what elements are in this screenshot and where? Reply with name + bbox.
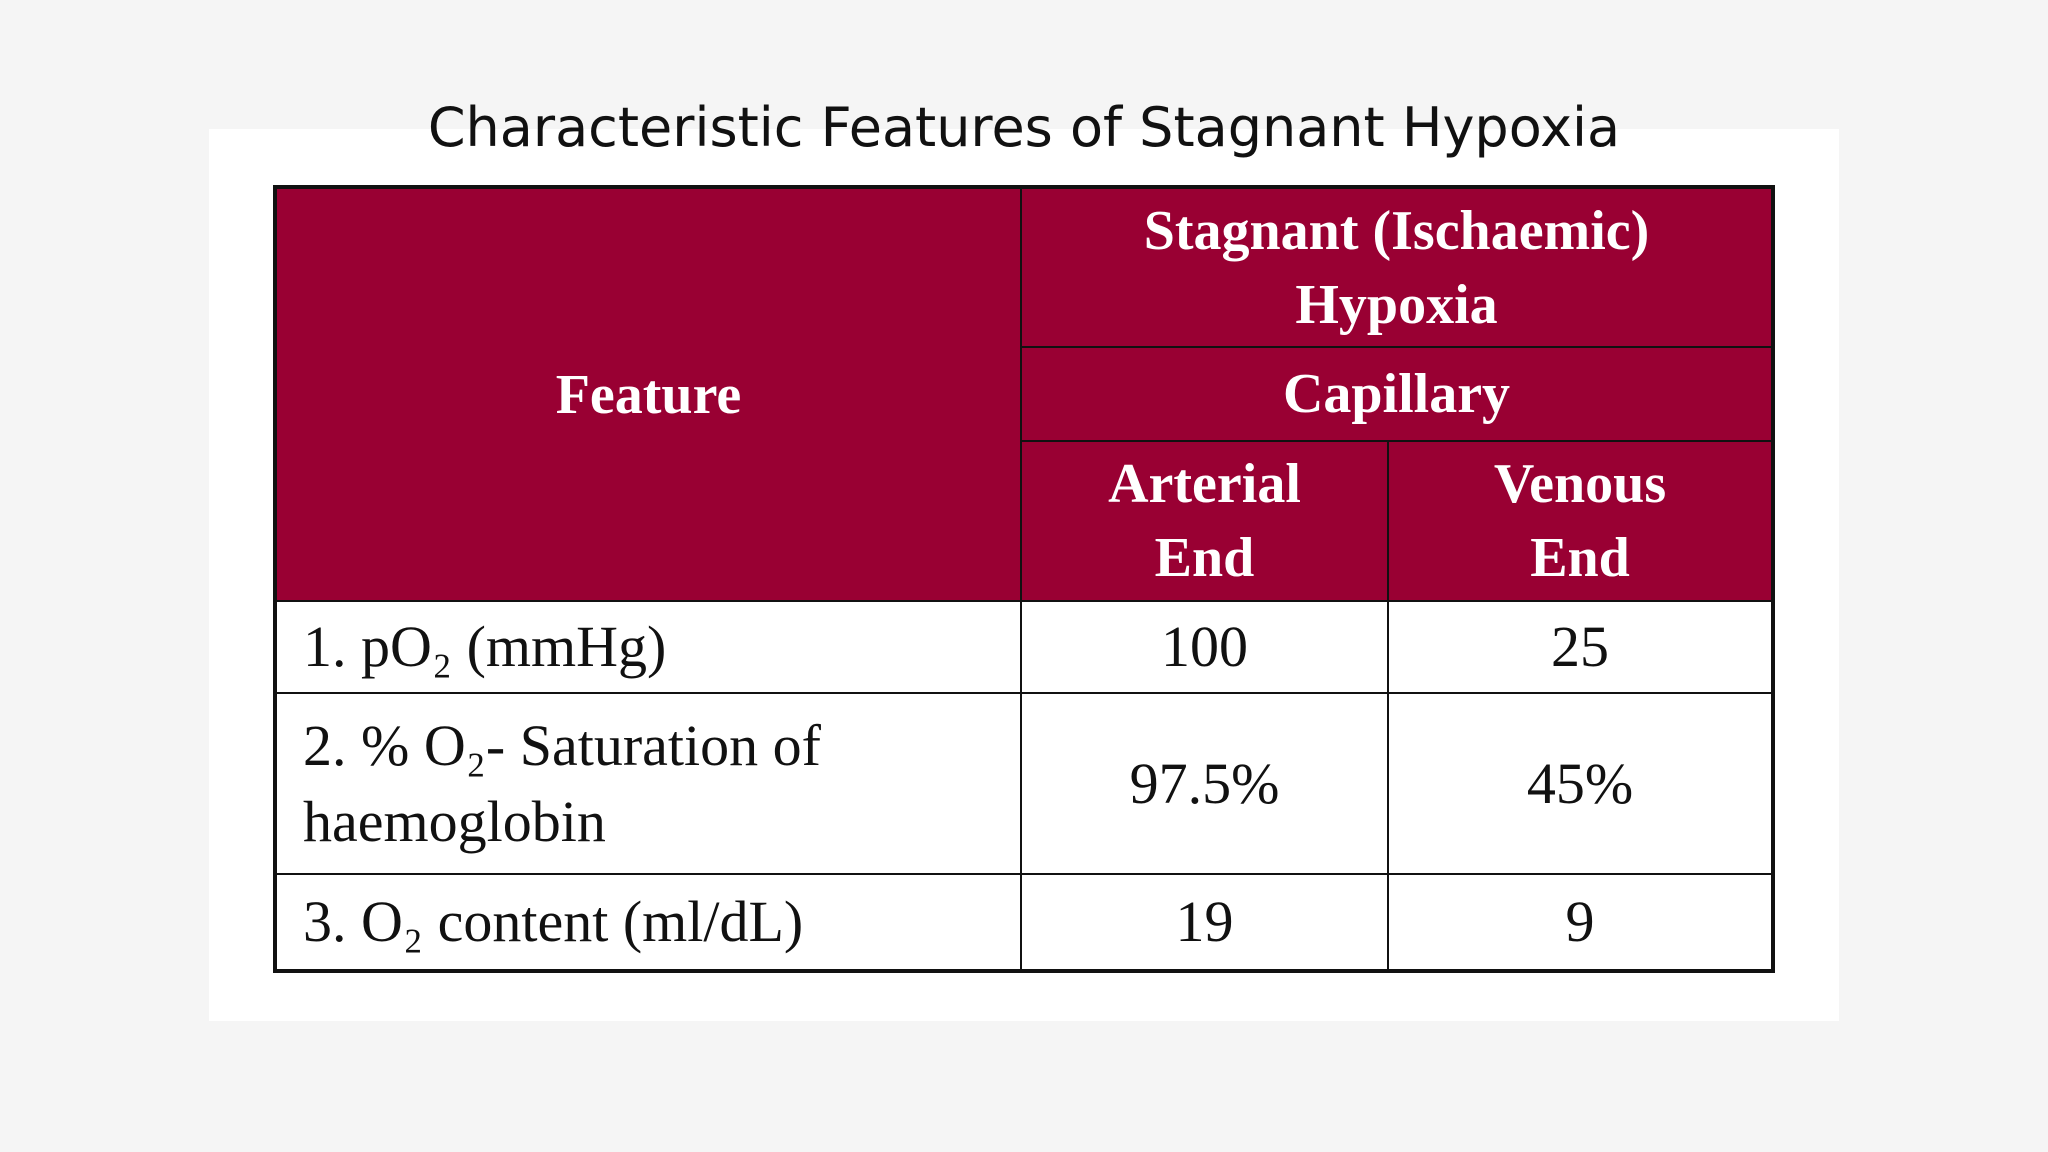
row-label: 3. O₂ content (ml/dL) <box>274 873 1022 972</box>
row-label: 2. % O₂- Saturation of haemoglobin <box>274 692 1022 875</box>
subgroup-header: Capillary <box>1019 346 1775 442</box>
cell: 45% <box>1386 692 1775 875</box>
table: Feature Stagnant (Ischaemic) Hypoxia Cap… <box>273 185 1776 973</box>
cell: 9 <box>1386 873 1775 972</box>
title: Characteristic Features of Stagnant Hypo… <box>427 96 1621 159</box>
cell: 97.5% <box>1020 692 1389 875</box>
column-header: Arterial End <box>1020 440 1389 602</box>
column-header: Venous End <box>1386 440 1775 602</box>
group-header: Stagnant (Ischaemic) Hypoxia <box>1019 186 1775 348</box>
feature-header: Feature <box>274 186 1022 602</box>
row-label: 1. pO₂ (mmHg) <box>274 600 1022 694</box>
cell: 100 <box>1020 600 1389 694</box>
cell: 19 <box>1020 873 1389 972</box>
cell: 25 <box>1386 600 1775 694</box>
